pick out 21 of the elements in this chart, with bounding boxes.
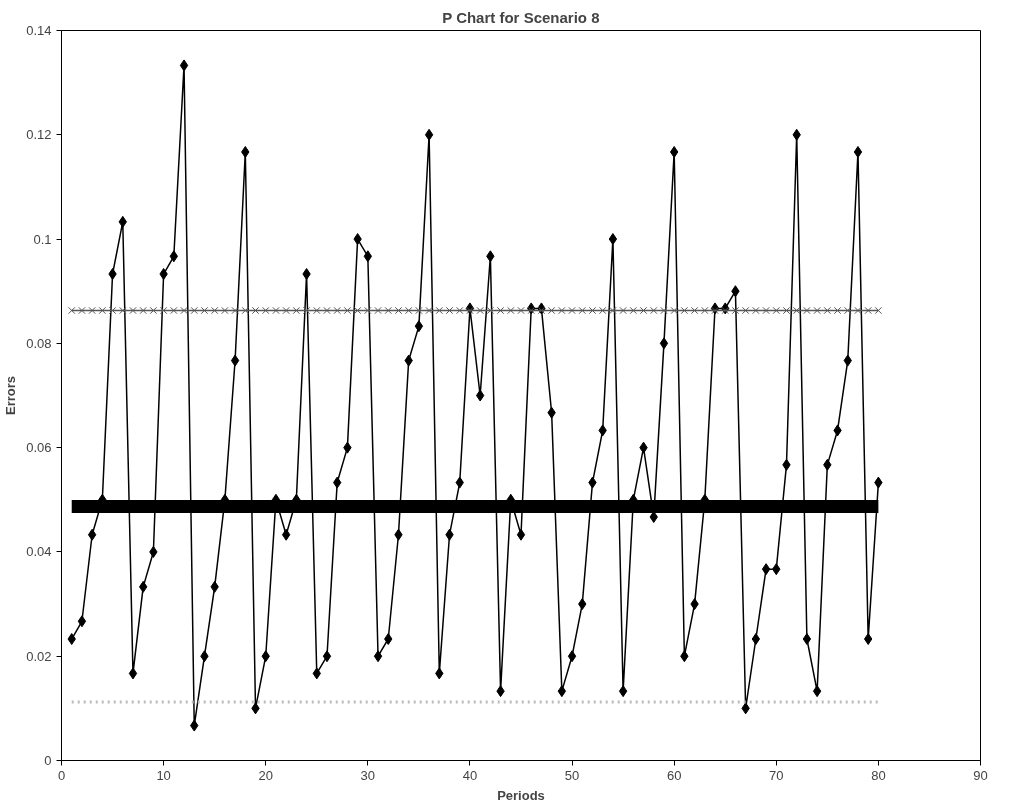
- chart-title: P Chart for Scenario 8: [442, 8, 600, 26]
- x-tick-label: 0: [57, 767, 66, 783]
- x-tick-label: 80: [871, 767, 886, 783]
- x-axis-title: Periods: [497, 787, 545, 803]
- y-tick-label: 0.1: [33, 231, 52, 247]
- x-tick-label: 30: [360, 767, 376, 783]
- y-tick-label: 0.12: [26, 127, 52, 143]
- x-tick-label: 90: [973, 767, 988, 783]
- y-tick-label: 0.02: [26, 648, 52, 664]
- y-tick-label: 0.08: [26, 335, 52, 351]
- y-tick-label: 0.04: [26, 544, 52, 560]
- y-axis-title: Errors: [3, 375, 19, 416]
- x-tick-label: 50: [564, 767, 580, 783]
- x-tick-label: 20: [258, 767, 273, 783]
- y-tick-label: 0.06: [26, 440, 52, 456]
- x-tick-label: 60: [666, 767, 682, 783]
- y-tick-label: 0.14: [26, 23, 52, 38]
- x-tick-label: 40: [462, 767, 478, 783]
- x-tick-label: 10: [156, 767, 171, 783]
- x-tick-label: 70: [769, 767, 784, 783]
- y-tick-label: 0: [44, 753, 52, 768]
